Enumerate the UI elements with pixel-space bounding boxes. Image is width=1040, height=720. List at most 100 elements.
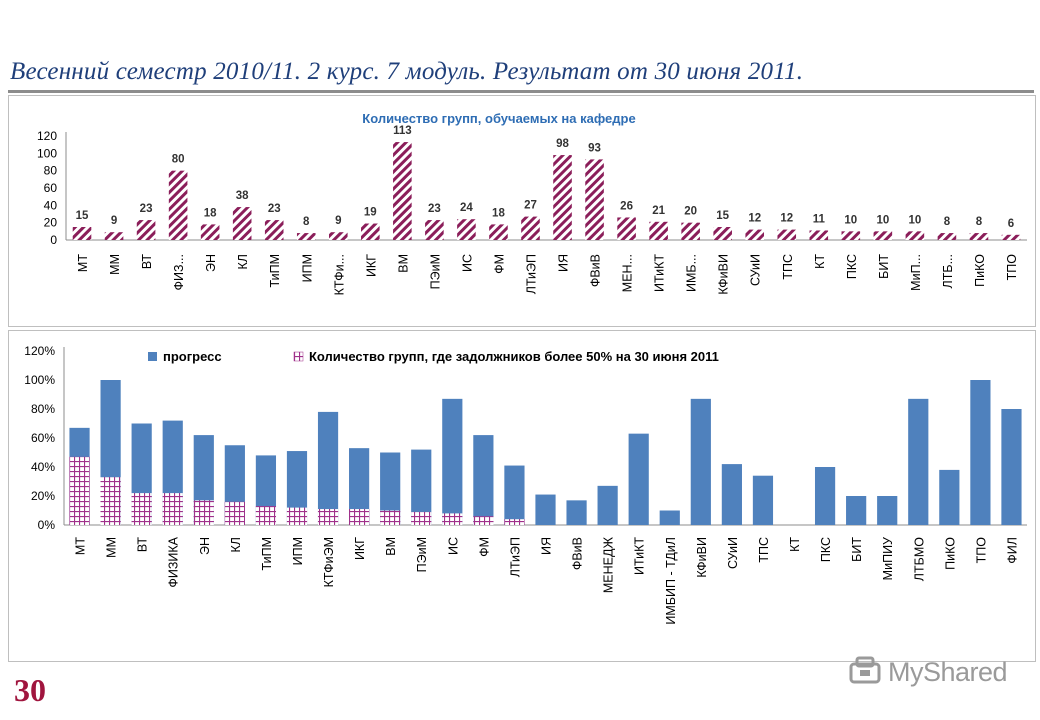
y-tick-label: 80%	[31, 402, 55, 416]
data-label: 19	[364, 207, 377, 219]
chart-groups-count: Количество групп, обучаемых на кафедре 0 2…	[8, 95, 1036, 327]
bar	[553, 155, 572, 240]
bar-progress	[659, 510, 680, 525]
bar-progress	[1001, 409, 1022, 525]
slide-title: Весенний семестр 2010/11. 2 курс. 7 моду…	[10, 58, 804, 85]
bar	[969, 233, 989, 240]
bar-progress	[939, 469, 960, 525]
category-label: ИТиКТ	[653, 254, 667, 292]
category-label: ИКГ	[364, 254, 378, 277]
category-label: КТ	[813, 254, 827, 269]
category-label: ИТиКТ	[633, 537, 647, 575]
bar	[649, 221, 668, 240]
category-label: ФМ	[492, 254, 506, 274]
data-label: 11	[813, 213, 826, 225]
chart-progress-svg: 0% 20% 40% 60% 80% 100% 120% МТ ММ ВТ ФИЗИКА ЭН КЛ Ти…	[24, 344, 1027, 625]
bar	[937, 233, 957, 240]
category-label: ТПО	[1005, 254, 1019, 281]
chart-groups-count-svg: Количество групп, обучаемых на кафедре 0 2…	[37, 111, 1027, 295]
category-label: ММ	[108, 254, 122, 275]
bar-progress	[846, 496, 867, 525]
bar-progress	[877, 496, 898, 525]
category-label: ИС	[460, 254, 474, 272]
legend-label-debtors: Количество групп, где задолжников более …	[309, 349, 719, 364]
legend-swatch-progress	[148, 352, 157, 361]
bar-debtors	[131, 493, 152, 525]
category-label: ИМБ...	[685, 254, 699, 292]
data-label: 8	[976, 216, 983, 228]
data-label: 18	[492, 207, 505, 219]
data-label: 12	[748, 213, 761, 225]
bar	[841, 231, 861, 240]
bar-debtors	[162, 493, 183, 525]
data-label: 10	[908, 214, 921, 226]
bar-progress	[721, 464, 742, 525]
bar-debtors	[349, 509, 370, 525]
bar	[136, 220, 156, 240]
bar-debtors	[286, 507, 308, 525]
category-label: КТ	[788, 537, 802, 552]
bar-debtors	[69, 456, 90, 525]
y-tick-label: 40%	[31, 460, 55, 474]
bar	[521, 216, 540, 240]
bar	[585, 159, 604, 240]
y-tick-label: 120	[37, 129, 57, 143]
data-label: 6	[1008, 218, 1014, 230]
data-label: 24	[460, 202, 473, 214]
bar-progress	[380, 452, 401, 525]
data-label: 10	[876, 214, 889, 226]
category-label: КТФи...	[332, 254, 346, 295]
category-label: БИТ	[850, 537, 864, 562]
category-label: ИЯ	[557, 254, 571, 272]
bar	[232, 207, 252, 240]
category-label: ИПМ	[300, 254, 314, 282]
data-label: 9	[111, 215, 117, 227]
category-label: ИС	[446, 537, 460, 555]
category-label: ВМ	[384, 537, 398, 556]
category-label: КЛ	[229, 537, 243, 553]
data-label: 21	[652, 205, 665, 217]
category-label: ЛТБМО	[912, 537, 926, 581]
chart1-title: Количество групп, обучаемых на кафедре	[362, 111, 635, 126]
legend-label-progress: прогресс	[163, 349, 222, 364]
data-label: 23	[140, 203, 153, 215]
y-tick-label: 100	[37, 146, 57, 160]
bar-progress	[628, 433, 649, 525]
bar	[617, 217, 636, 240]
category-label: ПКС	[819, 537, 833, 562]
y-tick-label: 60%	[31, 431, 55, 445]
category-label: ИМБИП - ТДиЛ	[664, 537, 678, 625]
bar-debtors	[224, 501, 245, 525]
bar-debtors	[255, 506, 277, 525]
bar	[296, 233, 316, 240]
watermark-text: MyShared	[888, 656, 1008, 687]
category-label: МЕНЕДЖ	[602, 537, 616, 594]
bar	[393, 142, 412, 240]
data-label: 113	[393, 125, 412, 137]
category-label: ВТ	[136, 537, 150, 553]
bar-progress	[411, 449, 432, 525]
watermark-logo: MyShared	[848, 656, 1008, 688]
category-label: ФВиВ	[571, 537, 585, 570]
category-label: КТФиЭМ	[322, 537, 336, 587]
bar	[425, 220, 444, 240]
y-tick-label: 120%	[24, 344, 55, 358]
bar-debtors	[442, 513, 463, 525]
y-tick-label: 100%	[24, 373, 55, 387]
data-label: 93	[588, 142, 601, 154]
data-label: 9	[335, 215, 341, 227]
bar	[200, 224, 220, 240]
data-label: 23	[428, 203, 441, 215]
bar	[809, 230, 829, 240]
data-label: 8	[303, 216, 310, 228]
category-label: ММ	[105, 537, 119, 558]
bar	[361, 223, 380, 240]
data-label: 98	[556, 138, 569, 150]
bar-debtors	[473, 516, 494, 525]
bar	[1001, 234, 1021, 240]
bar	[777, 229, 797, 240]
bar	[168, 170, 188, 240]
bar-progress	[317, 411, 339, 525]
data-label: 38	[236, 190, 249, 202]
bar	[745, 229, 765, 240]
